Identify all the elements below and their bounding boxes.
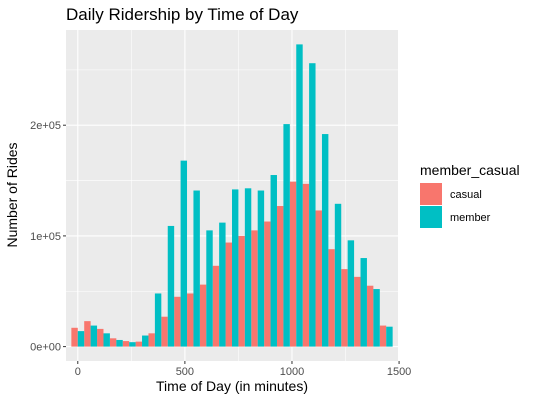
x-tick-label-0: 0 xyxy=(75,366,81,378)
bar-member-1140 xyxy=(321,134,329,347)
bar-member-1080 xyxy=(309,63,316,347)
bar-casual-1200 xyxy=(328,249,335,347)
bar-casual-480 xyxy=(174,296,181,347)
bar-member-900 xyxy=(270,175,277,347)
y-axis-ticks: 0e+00 1e+05 2e+05 xyxy=(30,120,66,354)
legend-title: member_casual xyxy=(420,162,520,178)
legend: member_casual casual member xyxy=(420,162,520,228)
y-tick-label-2: 2e+05 xyxy=(30,120,61,132)
bar-member-1320 xyxy=(360,258,367,347)
bar-member-1260 xyxy=(347,240,355,347)
bar-casual-1320 xyxy=(354,276,361,347)
x-axis-title: Time of Day (in minutes) xyxy=(156,378,308,394)
bar-member-780 xyxy=(244,188,252,347)
bar-member-720 xyxy=(232,189,239,347)
bar-member-300 xyxy=(142,335,149,347)
bar-member-180 xyxy=(116,339,123,347)
bar-member-1200 xyxy=(334,203,342,347)
bar-member-0 xyxy=(77,331,85,347)
bar-casual-1140 xyxy=(315,210,322,347)
x-tick-label-1: 500 xyxy=(176,366,194,378)
bar-casual-840 xyxy=(251,230,258,347)
bars xyxy=(71,44,393,347)
bar-member-840 xyxy=(257,190,265,347)
bar-casual-720 xyxy=(225,242,232,347)
bar-casual-1080 xyxy=(302,183,310,347)
bar-casual-0 xyxy=(71,327,78,347)
y-axis-title: Number of Rides xyxy=(4,142,20,247)
bar-member-360 xyxy=(154,293,162,347)
bar-casual-60 xyxy=(84,321,91,347)
bar-casual-540 xyxy=(187,293,194,347)
bar-member-1440 xyxy=(386,326,393,347)
bar-casual-1260 xyxy=(341,269,348,347)
bar-member-540 xyxy=(193,190,200,347)
legend-label-casual: casual xyxy=(450,189,482,201)
bar-member-420 xyxy=(167,225,175,347)
bar-casual-960 xyxy=(276,206,284,347)
bar-member-600 xyxy=(206,230,213,347)
bar-casual-780 xyxy=(238,235,245,347)
bar-casual-660 xyxy=(212,265,220,347)
bar-member-240 xyxy=(129,342,136,347)
bar-member-660 xyxy=(219,222,226,347)
bar-casual-900 xyxy=(264,221,271,347)
x-axis-ticks: 0 500 1000 1500 xyxy=(75,361,411,378)
bar-member-1020 xyxy=(296,44,303,347)
bar-casual-360 xyxy=(148,333,155,347)
chart-title: Daily Ridership by Time of Day xyxy=(66,5,299,24)
x-tick-label-2: 1000 xyxy=(280,366,304,378)
bar-casual-1380 xyxy=(366,285,374,347)
bar-casual-180 xyxy=(109,338,117,347)
legend-key-casual xyxy=(420,183,442,205)
bar-member-480 xyxy=(180,160,188,347)
bar-member-1380 xyxy=(373,289,380,347)
bar-casual-240 xyxy=(122,341,130,347)
bar-casual-120 xyxy=(97,328,104,347)
y-tick-label-0: 0e+00 xyxy=(30,342,61,354)
bar-casual-600 xyxy=(199,284,207,347)
bar-casual-420 xyxy=(161,316,168,347)
x-tick-label-3: 1500 xyxy=(387,366,411,378)
legend-label-member: member xyxy=(450,212,491,224)
bar-member-60 xyxy=(90,325,98,347)
bar-member-960 xyxy=(283,124,290,347)
bar-casual-1440 xyxy=(379,325,387,347)
y-tick-label-1: 1e+05 xyxy=(30,231,61,243)
bar-casual-1020 xyxy=(289,181,297,347)
legend-key-member xyxy=(420,206,442,228)
bar-member-120 xyxy=(103,333,110,347)
bar-casual-300 xyxy=(135,341,143,347)
